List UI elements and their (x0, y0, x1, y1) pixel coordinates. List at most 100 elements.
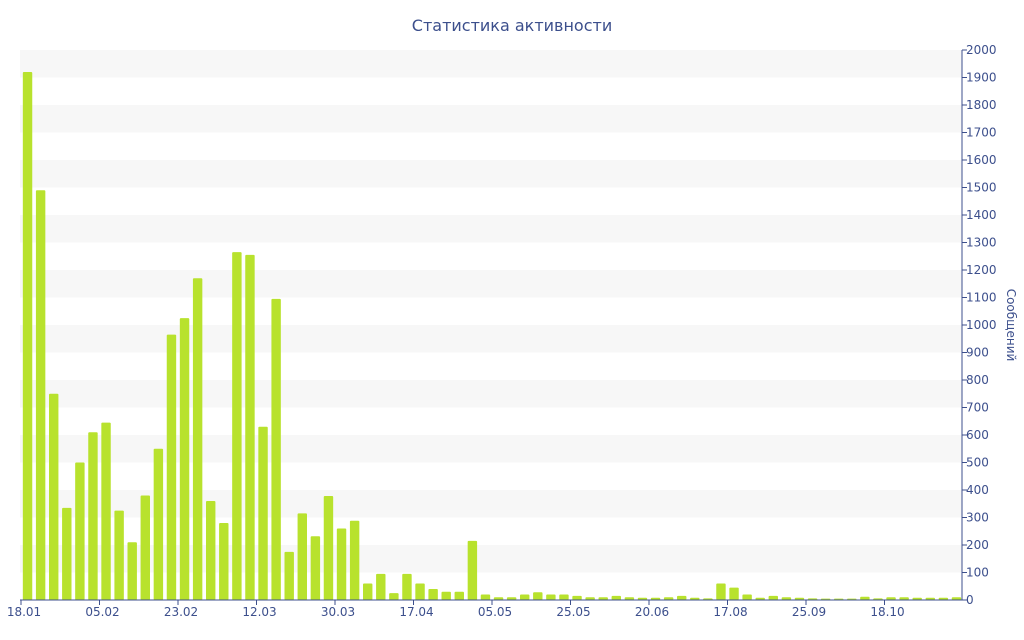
bar (650, 597, 661, 600)
bar (899, 597, 909, 600)
bar (572, 595, 582, 601)
bar (493, 597, 504, 600)
bar (546, 594, 556, 600)
x-tick-label: 17.08 (713, 605, 747, 619)
y-tick-label: 200 (966, 538, 989, 552)
grid-band (20, 325, 962, 353)
bar (49, 393, 59, 600)
bar (585, 597, 595, 600)
bar (127, 542, 137, 600)
bar (232, 252, 242, 601)
x-tick-label: 18.10 (870, 605, 904, 619)
bar (742, 594, 752, 600)
bar (363, 583, 373, 600)
bar (101, 422, 111, 601)
y-tick-label: 100 (966, 566, 989, 580)
bar (258, 426, 268, 600)
y-tick-label: 400 (966, 483, 989, 497)
bars (22, 72, 962, 601)
y-tick-label: 1500 (966, 181, 997, 195)
grid-bands (20, 50, 962, 573)
bar (912, 597, 922, 600)
bar (114, 510, 124, 601)
y-tick-label: 2000 (966, 43, 997, 57)
bar (624, 597, 635, 600)
bar (75, 462, 85, 600)
y-tick-label: 1800 (966, 98, 997, 112)
y-tick-label: 1400 (966, 208, 997, 222)
x-tick-label: 12.03 (242, 605, 276, 619)
bar (179, 318, 190, 601)
bar (271, 298, 281, 601)
bar (428, 589, 438, 600)
bar (520, 594, 530, 600)
y-tick-label: 1200 (966, 263, 997, 277)
grid-band (20, 545, 962, 573)
bar (938, 597, 949, 600)
grid-band (20, 490, 962, 518)
bar (886, 597, 896, 600)
bar (768, 595, 778, 601)
bar (376, 573, 386, 601)
grid-band (20, 160, 962, 188)
y-tick-label: 300 (966, 511, 989, 525)
y-tick-label: 0 (966, 593, 974, 607)
y-tick-label: 1900 (966, 71, 997, 85)
bar (192, 278, 203, 600)
bar (611, 595, 621, 601)
bar (206, 501, 216, 600)
x-tick-label: 18.01 (7, 605, 41, 619)
grid-band (20, 215, 962, 243)
grid-band (20, 50, 962, 78)
bar (323, 496, 334, 600)
bar (559, 594, 569, 600)
bar (860, 596, 870, 600)
bar (35, 190, 46, 600)
bar (794, 597, 805, 600)
chart-title: Статистика активности (412, 16, 612, 35)
bar (637, 597, 648, 600)
bar (415, 583, 425, 600)
bar (663, 597, 674, 600)
y-tick-label: 1000 (966, 318, 997, 332)
bar (454, 591, 464, 600)
x-tick-label: 25.09 (792, 605, 826, 619)
y-tick-label: 500 (966, 456, 989, 470)
y-tick-label: 900 (966, 346, 989, 360)
grid-band (20, 270, 962, 298)
x-tick-label: 17.04 (399, 605, 433, 619)
bar (219, 523, 229, 600)
y-axis-label: Сообщений (1004, 289, 1018, 362)
bar (677, 595, 687, 601)
x-tick-label: 25.05 (556, 605, 590, 619)
bar (506, 597, 517, 600)
bar (925, 597, 935, 600)
bar (88, 432, 98, 600)
bar (22, 72, 33, 600)
x-tick-label: 30.03 (321, 605, 355, 619)
x-tick-label: 23.02 (164, 605, 198, 619)
bar (336, 528, 347, 600)
bar (349, 520, 360, 600)
bar (166, 334, 177, 601)
y-tick-label: 1600 (966, 153, 997, 167)
x-tick-label: 20.06 (635, 605, 669, 619)
x-tick-label: 05.02 (85, 605, 119, 619)
grid-band (20, 380, 962, 408)
y-tick-label: 800 (966, 373, 989, 387)
grid-band (20, 105, 962, 133)
y-axis-ticks: 0 100 200 300 400 500 600 700 800 900 1000 1100 1200… (962, 43, 997, 607)
bar (951, 597, 962, 600)
bar (389, 593, 399, 601)
bar (245, 254, 255, 600)
bar (598, 597, 608, 600)
x-axis-ticks: 18.01 05.02 23.02 12.03 30.03 17.04 05.05 25.05… (7, 600, 905, 619)
bar (480, 594, 491, 600)
bar (297, 513, 307, 601)
y-tick-label: 1700 (966, 126, 997, 140)
y-tick-label: 700 (966, 401, 989, 415)
bar (755, 597, 765, 600)
bar (62, 507, 72, 601)
bar (467, 540, 478, 601)
